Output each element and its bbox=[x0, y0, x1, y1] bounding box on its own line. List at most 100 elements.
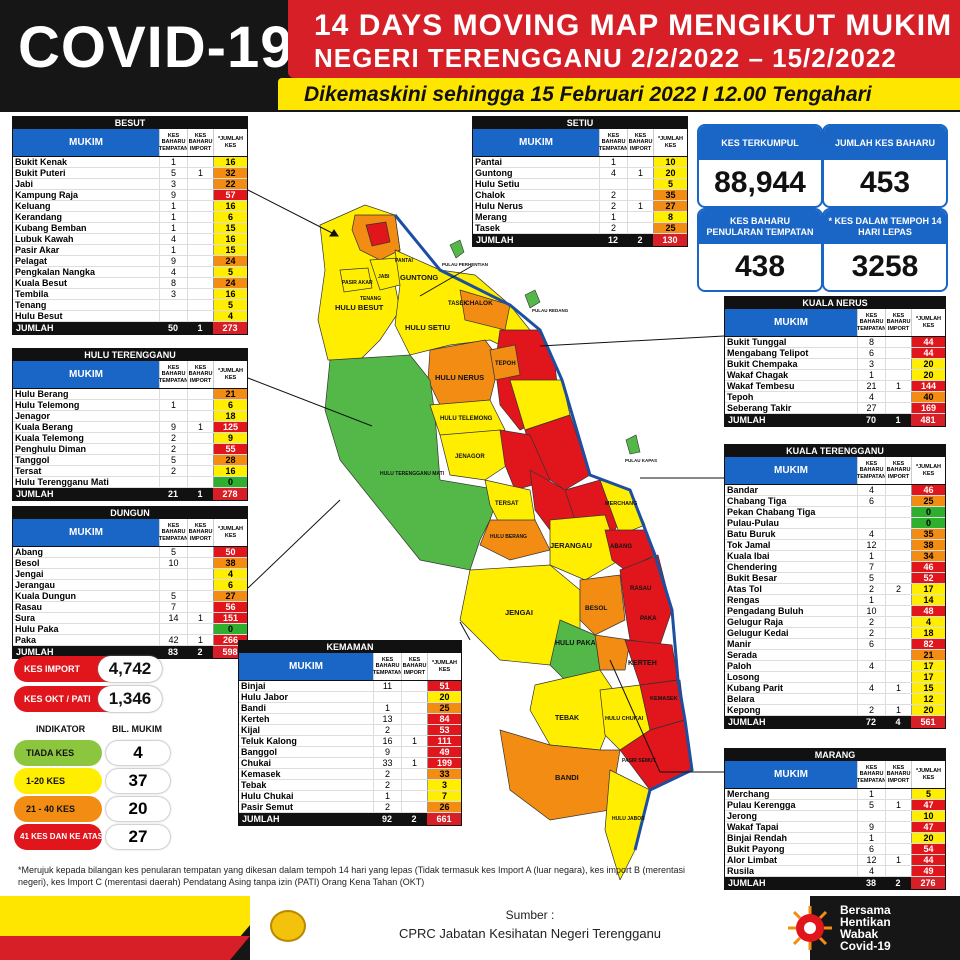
kes-tempatan: 2 bbox=[159, 444, 187, 454]
kes-tempatan: 1 bbox=[159, 245, 187, 255]
table-row: Kerteh 13 84 bbox=[239, 714, 461, 725]
map-label-pantai: PANTAI bbox=[395, 258, 413, 264]
kes-import: 1 bbox=[885, 800, 911, 810]
kes-tempatan: 13 bbox=[373, 714, 401, 724]
table-row: Banggol 9 49 bbox=[239, 747, 461, 758]
kes-import bbox=[187, 477, 213, 487]
kes-tempatan: 6 bbox=[857, 496, 885, 506]
jumlah-kes: 25 bbox=[911, 496, 945, 506]
jumlah-kes: 21 bbox=[911, 650, 945, 660]
kes-tempatan: 2 bbox=[599, 223, 627, 233]
mukim-name: Merang bbox=[475, 212, 508, 222]
stat-label: JUMLAH KES BAHARU bbox=[824, 126, 946, 160]
jumlah-kes: 26 bbox=[427, 802, 461, 812]
mukim-name: Bukit Besar bbox=[727, 573, 778, 583]
table-row: Manir 6 82 bbox=[725, 639, 945, 650]
kes-import bbox=[401, 802, 427, 812]
stat-value: 453 bbox=[859, 166, 911, 199]
bersama-line-4: Covid-19 bbox=[840, 939, 891, 953]
kes-tempatan bbox=[159, 411, 187, 421]
jumlah-kes: 5 bbox=[653, 179, 687, 189]
table-row: Bukit Chempaka 3 20 bbox=[725, 359, 945, 370]
jumlah-kes: 17 bbox=[911, 584, 945, 594]
kes-import bbox=[187, 591, 213, 601]
kes-tempatan bbox=[857, 672, 885, 682]
jumlah-kes: 0 bbox=[911, 507, 945, 517]
island-redang bbox=[524, 289, 541, 309]
mukim-name: Rusila bbox=[727, 866, 755, 876]
table-row: Jabi 3 22 bbox=[13, 179, 247, 190]
kes-import: 1 bbox=[885, 705, 911, 715]
jumlah-kes: 3 bbox=[427, 780, 461, 790]
kes-tempatan: 2 bbox=[857, 584, 885, 594]
mukim-name: Tenang bbox=[15, 300, 47, 310]
jumlah-kes: 54 bbox=[911, 844, 945, 854]
legend-swatch: 41 KES DAN KE ATAS bbox=[14, 824, 103, 850]
mukim-name: Pantai bbox=[475, 157, 503, 167]
mukim-name: Guntong bbox=[475, 168, 513, 178]
mukim-name: Abang bbox=[15, 547, 43, 557]
kes-tempatan: 4 bbox=[857, 529, 885, 539]
kes-tempatan: 1 bbox=[159, 201, 187, 211]
mukim-name: Tembila bbox=[15, 289, 49, 299]
legend-count: 4 bbox=[106, 741, 170, 765]
kes-import bbox=[885, 337, 911, 347]
col-mukim: MUKIM bbox=[13, 129, 159, 156]
table-row: Hulu Nerus 2 1 27 bbox=[473, 201, 687, 212]
kes-tempatan: 9 bbox=[159, 190, 187, 200]
jumlah-kes: 16 bbox=[213, 201, 247, 211]
map-label-jenagor: JENAGOR bbox=[455, 454, 485, 460]
mukim-name: Jenagor bbox=[15, 411, 51, 421]
mukim-name: Hulu Berang bbox=[15, 389, 69, 399]
total-tempatan: 21 bbox=[167, 489, 178, 499]
jumlah-kes: 6 bbox=[213, 400, 247, 410]
kes-import bbox=[401, 703, 427, 713]
table-setiu: SETIU MUKIM KES BAHARU TEMPATAN KES BAHA… bbox=[472, 116, 688, 247]
kes-tempatan: 6 bbox=[857, 844, 885, 854]
jumlah-kes: 25 bbox=[427, 703, 461, 713]
jumlah-kes: 20 bbox=[911, 833, 945, 843]
brand-title: COVID-19 bbox=[18, 15, 294, 80]
col-import: KES BAHARU IMPORT bbox=[401, 653, 427, 680]
kes-import bbox=[885, 833, 911, 843]
table-row: Pulau-Pulau 0 bbox=[725, 518, 945, 529]
kes-tempatan bbox=[857, 694, 885, 704]
mukim-name: Pulau Kerengga bbox=[727, 800, 796, 810]
kes-import bbox=[187, 212, 213, 222]
kes-import bbox=[885, 403, 911, 413]
kes-import bbox=[187, 267, 213, 277]
table-total-row: JUMLAH 38 2 276 bbox=[725, 877, 945, 889]
total-label: JUMLAH bbox=[16, 647, 54, 657]
mukim-name: Keluang bbox=[15, 201, 51, 211]
mukim-name: Penghulu Diman bbox=[15, 444, 87, 454]
kes-tempatan: 9 bbox=[373, 747, 401, 757]
map-label-hulu-nerus: HULU NERUS bbox=[435, 373, 484, 382]
jumlah-kes: 16 bbox=[213, 157, 247, 167]
table-total-row: JUMLAH 21 1 278 bbox=[13, 488, 247, 500]
jumlah-kes: 18 bbox=[213, 411, 247, 421]
kes-import bbox=[187, 223, 213, 233]
col-mukim: MUKIM bbox=[239, 653, 373, 680]
table-row: Binjai Rendah 1 20 bbox=[725, 833, 945, 844]
mukim-name: Pulau-Pulau bbox=[727, 518, 780, 528]
map-label-pasir-akar: PASIR AKAR bbox=[342, 280, 373, 286]
map-region-jerangau bbox=[549, 514, 621, 581]
total-import: 1 bbox=[197, 323, 203, 333]
kes-import: 1 bbox=[885, 683, 911, 693]
jumlah-kes: 46 bbox=[911, 562, 945, 572]
table-row: Merchang 1 5 bbox=[725, 789, 945, 800]
title-line-2: NEGERI TERENGGANU 2/2/2022 – 15/2/2022 bbox=[314, 43, 897, 73]
map-label-chalok: CHALOK bbox=[465, 300, 493, 307]
col-jumlah: *JUMLAH KES bbox=[911, 761, 945, 788]
total-import: 2 bbox=[411, 814, 417, 824]
kes-tempatan: 10 bbox=[159, 558, 187, 568]
table-header: MUKIM KES BAHARU TEMPATAN KES BAHARU IMP… bbox=[13, 361, 247, 389]
mukim-name: Kijal bbox=[241, 725, 261, 735]
col-tempatan: KES BAHARU TEMPATAN bbox=[159, 519, 188, 546]
map-label-hulu-telemong: HULU TELEMONG bbox=[440, 416, 493, 422]
jumlah-kes: 40 bbox=[911, 392, 945, 402]
kes-import bbox=[885, 617, 911, 627]
col-tempatan: KES BAHARU TEMPATAN bbox=[159, 129, 188, 156]
mukim-name: Manir bbox=[727, 639, 752, 649]
